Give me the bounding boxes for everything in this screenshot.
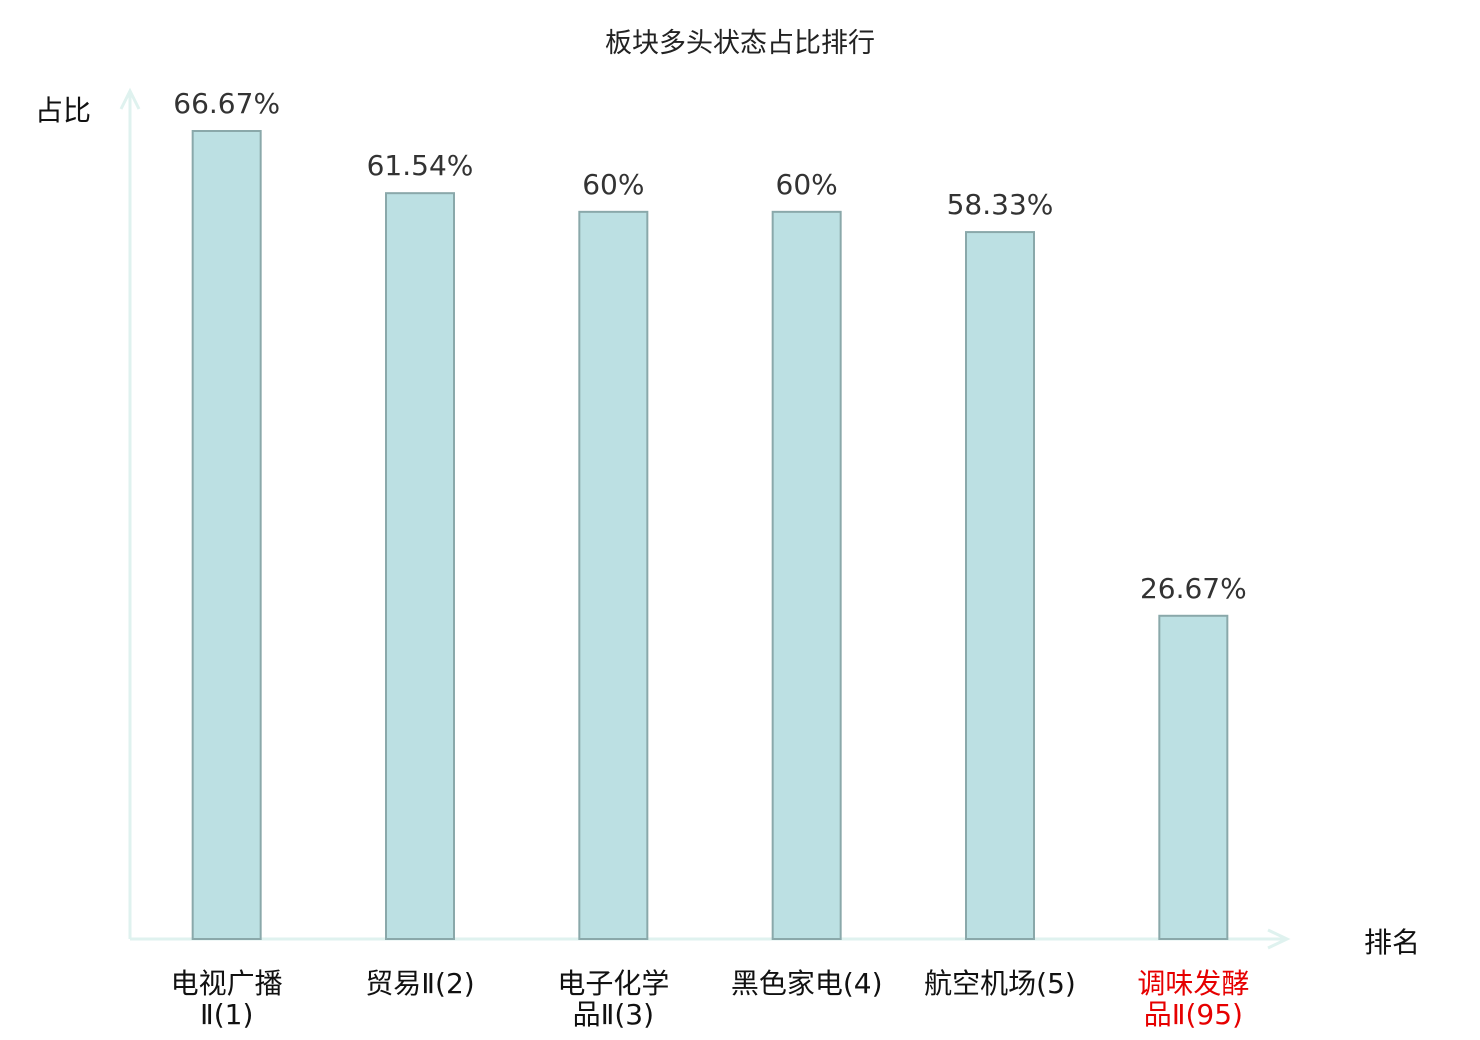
y-axis-label: 占比 xyxy=(35,94,91,127)
value-label: 26.67% xyxy=(1140,572,1247,605)
bar-5[interactable] xyxy=(965,231,1035,940)
chart-title: 板块多头状态占比排行 xyxy=(605,28,875,59)
x-axis-arrow-icon xyxy=(1267,928,1291,950)
category-label: 调味发酵品Ⅱ(95) xyxy=(1137,967,1249,1031)
bar-1[interactable] xyxy=(191,130,262,940)
x-axis-label: 排名 xyxy=(1364,926,1420,959)
value-label: 58.33% xyxy=(947,188,1054,221)
y-axis-arrow-icon xyxy=(119,87,141,110)
value-label: 60% xyxy=(776,168,838,201)
value-label: 60% xyxy=(582,168,644,201)
category-label: 电视广播 Ⅱ(1) xyxy=(171,967,283,1031)
value-label: 66.67% xyxy=(173,87,280,120)
bar-2[interactable] xyxy=(385,192,455,940)
bar-6[interactable] xyxy=(1158,614,1229,940)
category-label: 航空机场(5) xyxy=(924,967,1076,1000)
bar-3[interactable] xyxy=(578,210,649,940)
bar-4[interactable] xyxy=(771,210,842,940)
category-label: 黑色家电(4) xyxy=(731,967,883,1000)
category-label: 电子化学品Ⅱ(3) xyxy=(557,967,669,1031)
category-label: 贸易Ⅱ(2) xyxy=(365,967,474,1000)
value-label: 61.54% xyxy=(367,149,474,182)
